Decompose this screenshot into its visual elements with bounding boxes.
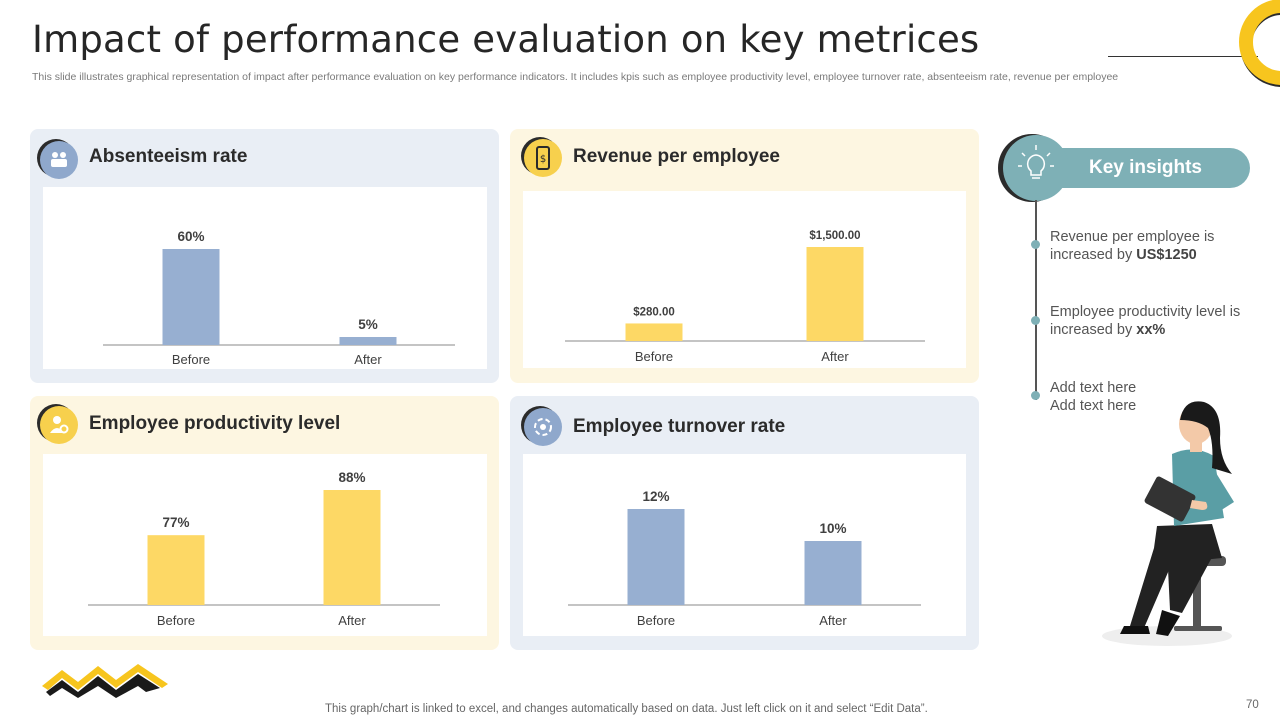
tick-label: After <box>338 613 366 628</box>
data-label: 60% <box>177 229 204 244</box>
data-label: $1,500.00 <box>809 230 860 242</box>
panel-revenue: $ Revenue per employee $280.00 Before $1,5… <box>510 129 979 383</box>
chart-productivity[interactable]: 77% Before 88% After <box>43 454 487 636</box>
tick-label: After <box>354 352 382 367</box>
bar-after <box>323 490 381 605</box>
data-label: 10% <box>819 521 846 536</box>
bar-after <box>339 337 397 345</box>
data-label: 5% <box>358 317 378 332</box>
tick-label: Before <box>157 613 195 628</box>
tick-label: Before <box>635 349 673 364</box>
bar-after <box>806 247 864 341</box>
bar-before <box>627 509 685 605</box>
bar-after <box>804 541 862 605</box>
page-subtitle: This slide illustrates graphical represe… <box>32 71 1119 83</box>
people-cycle-icon <box>524 408 562 446</box>
team-icon <box>40 141 78 179</box>
person-with-tablet-illustration <box>1102 401 1234 646</box>
bar-before <box>162 249 220 345</box>
insight-item-1: Revenue per employee is increased by US$… <box>1050 229 1215 263</box>
title-rule <box>1108 56 1258 57</box>
insight-bullet <box>1031 391 1040 400</box>
insight-bullet <box>1031 316 1040 325</box>
zigzag-decoration <box>42 664 168 698</box>
data-label: 12% <box>642 489 669 504</box>
insight-item-3: Add text here Add text here <box>1050 380 1137 414</box>
lightbulb-icon <box>998 134 1069 202</box>
insight-item-2: Employee productivity level is increased… <box>1050 304 1241 338</box>
data-label: 88% <box>338 470 365 485</box>
panel-absenteeism: Absenteeism rate 60% Before 5% After <box>30 129 499 383</box>
bar-before <box>147 535 205 605</box>
user-gear-icon <box>40 406 78 444</box>
page-number: 70 <box>1246 699 1259 711</box>
chart-revenue[interactable]: $280.00 Before $1,500.00 After <box>523 191 966 368</box>
tick-label: Before <box>637 613 675 628</box>
bar-before <box>625 323 683 341</box>
page-title: Impact of performance evaluation on key … <box>32 18 980 61</box>
data-label: $280.00 <box>633 306 675 318</box>
svg-text:$: $ <box>540 154 546 165</box>
panel-title-turnover: Employee turnover rate <box>573 416 786 437</box>
corner-ring-decoration <box>1239 0 1280 87</box>
panel-title-revenue: Revenue per employee <box>573 146 780 167</box>
insight-bullet <box>1031 240 1040 249</box>
panel-productivity: Employee productivity level 77% Before 88%… <box>30 396 499 650</box>
chart-absenteeism[interactable]: 60% Before 5% After <box>43 187 487 369</box>
panel-turnover: Employee turnover rate 12% Before 10% After <box>510 396 979 650</box>
panel-title-productivity: Employee productivity level <box>89 413 341 434</box>
tick-label: Before <box>172 352 210 367</box>
panel-title-absenteeism: Absenteeism rate <box>89 146 248 167</box>
data-label: 77% <box>162 515 189 530</box>
insights-timeline <box>1035 200 1037 400</box>
tick-label: After <box>821 349 849 364</box>
chart-turnover[interactable]: 12% Before 10% After <box>523 454 966 636</box>
insights-title: Key insights <box>1089 157 1202 178</box>
tick-label: After <box>819 613 847 628</box>
footer-note: This graph/chart is linked to excel, and… <box>325 703 928 715</box>
phone-dollar-icon: $ <box>524 139 562 177</box>
